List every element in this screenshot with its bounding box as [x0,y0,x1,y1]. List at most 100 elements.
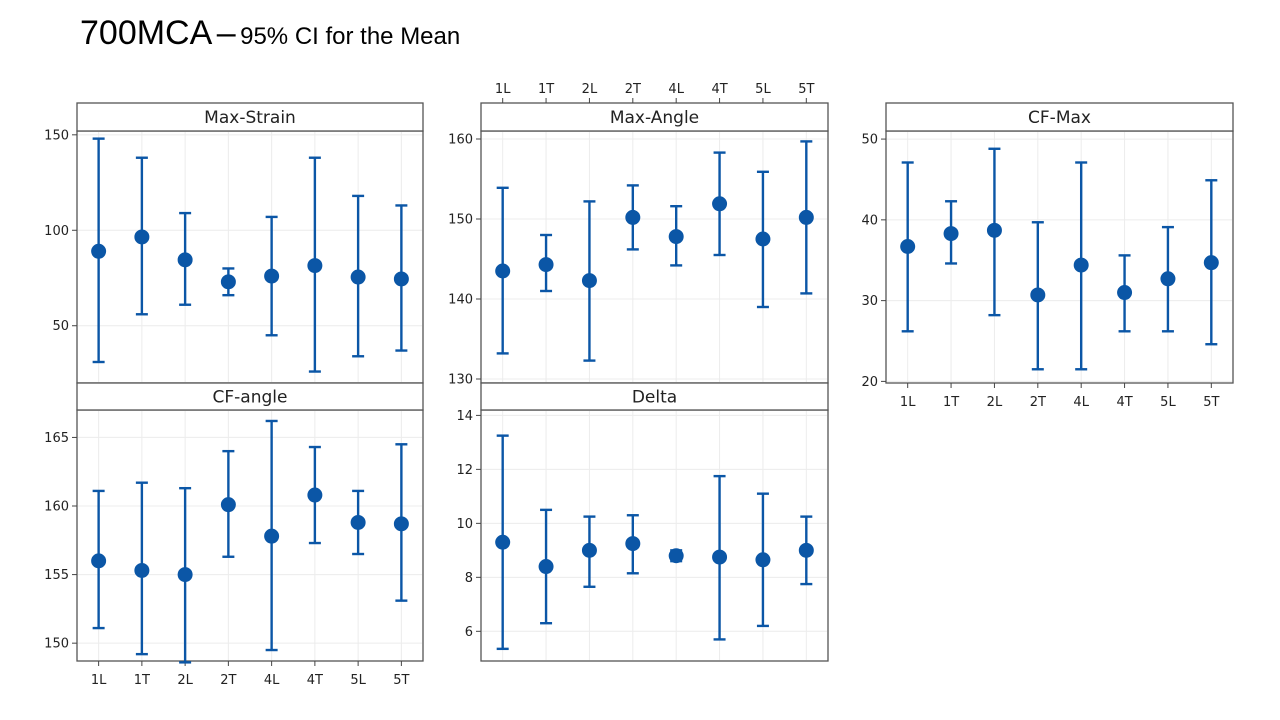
y-tick-label: 140 [448,293,473,308]
panel-strip [76,102,424,132]
chart-title-dash: – [216,14,236,52]
mean-point [668,548,684,564]
interval-2L [986,147,1002,317]
y-tick-label: 40 [861,213,878,228]
interval-2L [581,515,597,588]
mean-point [91,553,107,569]
interval-1T [538,508,554,625]
chart-title: 700MCA – 95% CI for the Mean [80,14,460,53]
y-tick-label: 150 [44,128,69,143]
mean-point [220,274,236,290]
mean-point [134,562,150,578]
interval-2L [177,211,193,306]
interval-5L [755,170,771,309]
interval-5L [350,194,366,358]
interval-2L [177,486,193,664]
mean-point [264,528,280,544]
interval-4T [307,445,323,545]
mean-point [307,258,323,274]
panel-max-strain: Max-Strain 50 100 150 [44,102,424,384]
mean-point [755,552,771,568]
interval-5L [1160,225,1176,333]
panel-strip [480,102,829,132]
x-tick-label: 4T [1116,395,1132,410]
panel-frame [76,130,424,384]
x-tick-label: 2T [1030,395,1046,410]
panel-frame [480,409,829,662]
y-tick-label: 30 [861,294,878,309]
interval-2T [220,267,236,297]
y-tick-label: 160 [448,133,473,148]
panel-frame [885,130,1234,384]
interval-2T [1030,221,1046,371]
mean-point [495,534,511,550]
panel-title: CF-angle [213,388,288,408]
mean-point [755,231,771,247]
interval-5T [393,443,409,602]
x-tick-label: 4L [264,673,280,688]
mean-point [1160,271,1176,287]
interval-1L [900,161,916,333]
y-tick-label: 160 [44,500,69,515]
panel-max-angle: Max-Angle 130 140 150 160 1L 1T 2L 2T 4L 4T 5L 5T [448,82,829,388]
x-tick-label: 4L [668,82,684,97]
x-tick-label: 2T [625,82,641,97]
mean-point [350,269,366,285]
x-tick-label: 4T [711,82,727,97]
mean-point [712,549,728,565]
x-tick-label: 4T [307,673,323,688]
interval-2T [220,449,236,558]
y-tick-label: 10 [456,517,473,532]
x-tick-label: 1T [943,395,959,410]
interval-1T [538,233,554,293]
x-tick-label: 5L [350,673,366,688]
interval-4T [712,474,728,641]
y-tick-label: 14 [456,409,473,424]
mean-point [538,257,554,273]
mean-point [1117,285,1133,301]
x-tick-label: 5T [1203,395,1219,410]
y-tick-label: 12 [456,463,473,478]
mean-point [581,273,597,289]
interval-5T [798,515,814,586]
interval-4T [307,156,323,373]
y-tick-label: 50 [861,133,878,148]
x-tick-label: 1L [900,395,916,410]
interval-5T [798,140,814,295]
interval-1T [134,481,150,656]
interval-5T [1203,179,1219,346]
mean-point [798,542,814,558]
interval-4L [264,419,280,652]
mean-point [712,196,728,212]
mean-point [134,229,150,245]
x-tick-label: 1T [538,82,554,97]
panel-title: CF-Max [1028,108,1091,128]
mean-point [943,226,959,242]
panel-frame [480,130,829,384]
interval-4T [712,151,728,257]
chart-title-subtitle: 95% CI for the Mean [240,23,461,50]
mean-point [581,542,597,558]
mean-point [307,487,323,503]
x-tick-label: 4L [1073,395,1089,410]
mean-point [177,567,193,583]
mean-point [625,536,641,552]
panel-cf-angle: CF-angle 150 155 160 165 1L 1T 2L 2T 4L 4T 5L 5T [44,382,424,688]
panel-cf-max: CF-Max 20 30 40 50 1L 1T 2L 2T 4L 4T 5L 5T [861,102,1234,410]
mean-point [900,239,916,254]
interval-1T [134,156,150,316]
y-tick-label: 20 [861,375,878,390]
mean-point [350,514,366,530]
interval-4L [1073,161,1089,371]
interval-5L [350,489,366,556]
mean-point [393,516,409,532]
x-tick-label: 1L [495,82,511,97]
y-tick-label: 150 [44,637,69,652]
x-tick-label: 5T [393,673,409,688]
mean-point [1203,255,1219,271]
interval-4L [264,215,280,337]
interval-2T [625,514,641,575]
mean-point [220,497,236,513]
mean-point [177,252,193,268]
